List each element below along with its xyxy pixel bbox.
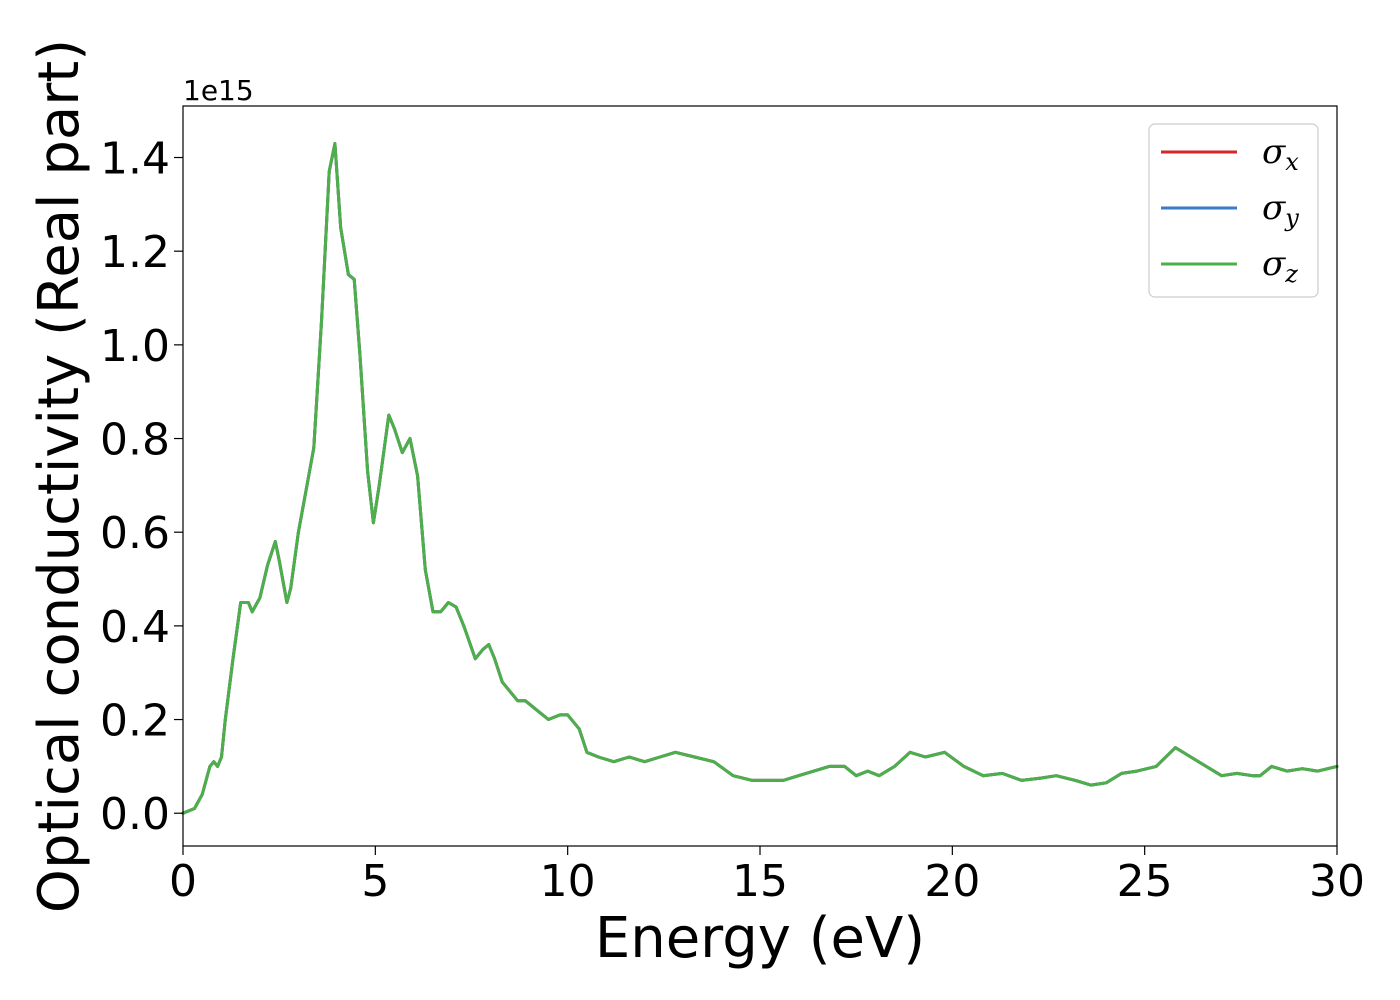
y-tick-label: 1.0 xyxy=(100,321,170,372)
y-offset-label: 1e15 xyxy=(183,74,254,107)
x-tick-label: 15 xyxy=(732,856,788,907)
legend-box xyxy=(1148,123,1319,298)
series-layer xyxy=(181,142,1339,815)
y-tick-label: 0.4 xyxy=(100,602,170,653)
y-tick-label: 0.0 xyxy=(100,789,170,840)
legend-label-y: σy xyxy=(1262,188,1299,232)
y-tick-label: 0.8 xyxy=(100,415,170,466)
x-tick-label: 25 xyxy=(1117,856,1173,907)
x-axis-label: Energy (eV) xyxy=(595,906,925,971)
legend-label-z: σz xyxy=(1262,244,1298,288)
y-tick-label: 0.6 xyxy=(100,508,170,559)
x-tick-label: 30 xyxy=(1309,856,1365,907)
y-ticks: 0.0 0.2 0.4 0.6 0.8 1.0 1.2 1.4 xyxy=(100,134,183,840)
series-line-3 xyxy=(181,142,1339,815)
x-ticks: 0 5 10 15 20 25 30 xyxy=(169,846,1365,907)
y-tick-label: 1.4 xyxy=(100,134,170,185)
y-tick-label: 0.2 xyxy=(100,696,170,747)
x-tick-label: 5 xyxy=(361,856,389,907)
x-tick-label: 10 xyxy=(540,856,596,907)
x-tick-label: 0 xyxy=(169,856,197,907)
legend: σx σy σz xyxy=(1148,123,1319,298)
y-tick-label: 1.2 xyxy=(100,227,170,278)
legend-label-x: σx xyxy=(1262,132,1299,176)
x-tick-label: 20 xyxy=(924,856,980,907)
y-axis-label: Optical conductivity (Real part) xyxy=(27,39,92,913)
